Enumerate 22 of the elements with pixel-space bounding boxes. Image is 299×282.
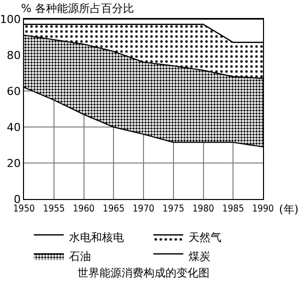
legend-label: 水电和核电 [68,231,124,244]
legend-label: 石油 [68,250,91,264]
y-tick-label: 20 [6,156,21,170]
x-tick-label: 1960 [72,203,95,214]
y-tick-label: 60 [6,84,21,98]
text: 世界能源消费构成的变化图 [78,266,210,280]
x-tick-label: 1985 [222,203,244,214]
x-axis-title: (年) [279,203,299,216]
y-tick-label: 100 [0,12,21,26]
x-tick-label: 1950 [13,203,35,214]
legend-label: 天然气 [188,231,222,244]
y-tick-label: 80 [6,48,21,62]
x-tick-label: 1955 [43,203,65,214]
x-tick-label: 1990 [252,203,274,214]
y-tick-label: 0 [14,192,21,206]
x-tick-label: 1975 [162,203,184,214]
x-tick-label: 1965 [102,203,125,214]
legend-label: 煤炭 [188,250,210,264]
x-tick-label: 1980 [192,203,214,214]
y-axis-title: % 各种能源所占百分比 [21,2,134,15]
y-tick-label: 40 [6,120,21,134]
x-tick-label: 1970 [132,203,154,214]
